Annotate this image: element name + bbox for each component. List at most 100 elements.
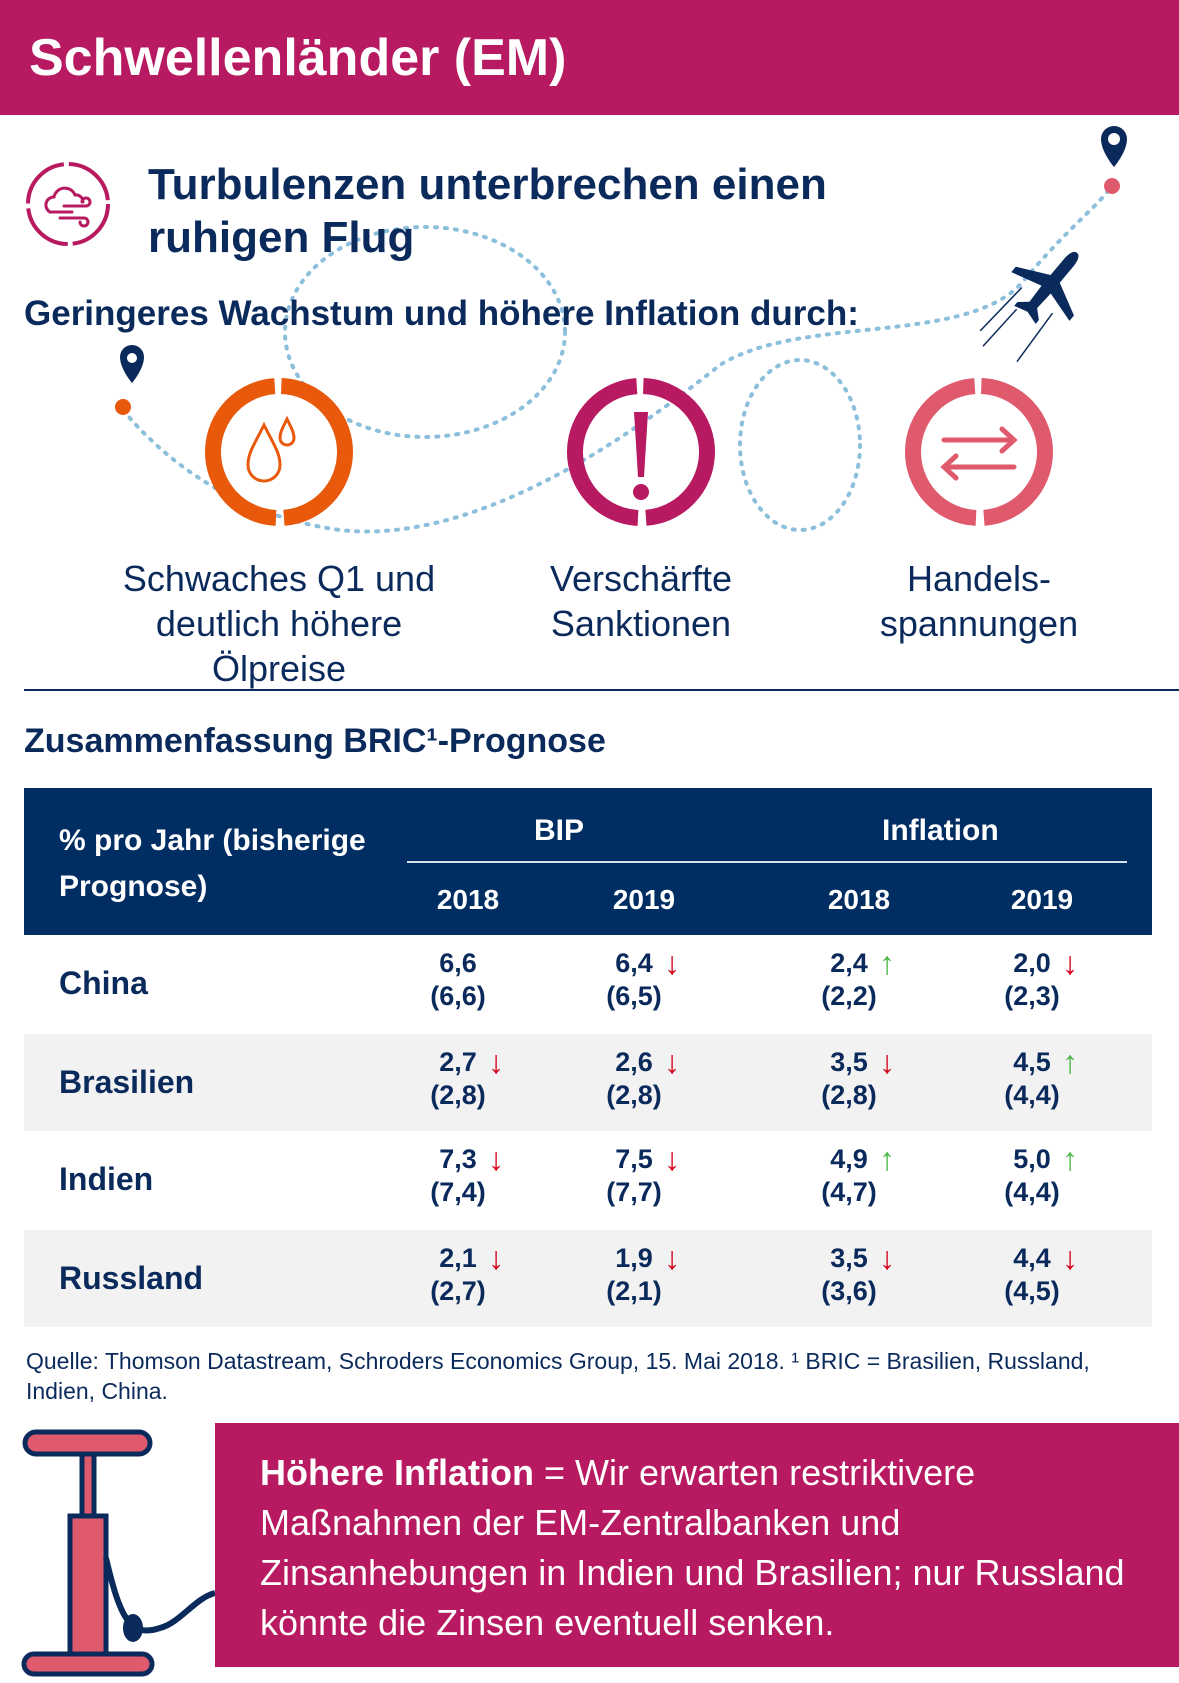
forecast-cell: 7,5 (7,7) — [584, 1143, 684, 1209]
previous-forecast: (6,6) — [430, 981, 486, 1011]
exchange-arrows-icon — [905, 378, 1053, 526]
callout-bold: Höhere Inflation — [260, 1452, 535, 1493]
forecast-cell: 2,0 (2,3) — [982, 947, 1082, 1013]
year-bip-2019: 2019 — [612, 884, 676, 915]
forecast-cell: 2,1 (2,7) — [408, 1242, 508, 1308]
forecast-value: 5,0 — [1013, 1144, 1051, 1174]
forecast-cell: 6,6 (6,6) — [408, 947, 508, 1013]
trend-down-arrow-icon: ↓ — [879, 1240, 895, 1276]
exclamation-icon — [567, 378, 715, 526]
forecast-value: 3,5 — [830, 1047, 868, 1077]
previous-forecast: (2,8) — [606, 1080, 662, 1110]
group-header-inflation: Inflation — [882, 814, 999, 847]
forecast-cell: 2,6 (2,8) — [584, 1046, 684, 1112]
headline: Turbulenzen unterbrechen einen ruhigen F… — [148, 160, 827, 262]
previous-forecast: (2,1) — [606, 1276, 662, 1306]
previous-forecast: (7,4) — [430, 1177, 486, 1207]
forecast-cell: 4,5 (4,4) — [982, 1046, 1082, 1112]
country-name: Indien — [59, 1161, 154, 1197]
air-pump-icon — [21, 1429, 216, 1677]
corner-label: % pro Jahr (bisherige Prognose) — [59, 824, 366, 903]
table-header: % pro Jahr (bisherige Prognose) BIP Infl… — [24, 788, 1152, 935]
previous-forecast: (2,8) — [430, 1080, 486, 1110]
trend-down-arrow-icon: ↓ — [664, 1141, 680, 1177]
forecast-cell: 6,4 (6,5) — [584, 947, 684, 1013]
forecast-value: 4,5 — [1013, 1047, 1051, 1077]
forecast-value: 4,4 — [1013, 1243, 1051, 1273]
trend-up-arrow-icon: ↑ — [879, 1141, 895, 1177]
forecast-cell: 2,4 (2,2) — [799, 947, 899, 1013]
forecast-value: 7,3 — [439, 1144, 477, 1174]
callout-box — [215, 1423, 1179, 1667]
forecast-cell: 2,7 (2,8) — [408, 1046, 508, 1112]
subheadline: Geringeres Wachstum und höhere Inflation… — [24, 294, 859, 333]
table-row-brasilien: Brasilien 2,7 (2,8) ↓ 2,6 (2,8) ↓ 3,5 (2,8) ↓ 4,5(… — [24, 1034, 1152, 1131]
trend-down-arrow-icon: ↓ — [488, 1240, 504, 1276]
year-inflation-2018: 2018 — [827, 884, 891, 915]
factor-label-trade: Handels-spannungen — [879, 558, 1079, 644]
year-inflation-2019: 2019 — [1010, 884, 1074, 915]
year-bip-2018: 2018 — [436, 884, 500, 915]
forecast-cell: 1,9 (2,1) — [584, 1242, 684, 1308]
trend-down-arrow-icon: ↓ — [664, 945, 680, 981]
forecast-cell: 4,4 (4,5) — [982, 1242, 1082, 1308]
previous-forecast: (3,6) — [821, 1276, 877, 1306]
forecast-value: 7,5 — [615, 1144, 653, 1174]
table-row-indien: Indien 7,3 (7,4) ↓ 7,5 (7,7) ↓ 4,9 (4,7) ↑ 5,0 (4,4… — [24, 1131, 1152, 1228]
forecast-value: 6,6 — [439, 948, 477, 978]
table-row-russland: Russland 2,1 (2,7) ↓ 1,9 (2,1) ↓ 3,5 (3,6) ↓ 4,4 (4… — [24, 1230, 1152, 1327]
previous-forecast: (6,5) — [606, 981, 662, 1011]
forecast-cell: 3,5 (3,6) — [799, 1242, 899, 1308]
table-row-china: China 6,6 (6,6) 6,4 (6,5) ↓ 2,4 (2,2) ↑ 2,0 (2,3) ↓ — [24, 935, 1152, 1032]
forecast-value: 2,7 — [439, 1047, 477, 1077]
previous-forecast: (4,7) — [821, 1177, 877, 1207]
callout-body: = Wir erwarten restriktivere Maßnahmen d… — [260, 1452, 1125, 1643]
forecast-value: 2,1 — [439, 1243, 477, 1273]
table-title: Zusammenfassung BRIC¹-Prognose — [24, 722, 606, 760]
previous-forecast: (4,5) — [1004, 1276, 1060, 1306]
country-name: China — [59, 965, 148, 1001]
previous-forecast: (7,7) — [606, 1177, 662, 1207]
trend-down-arrow-icon: ↓ — [488, 1141, 504, 1177]
trend-down-arrow-icon: ↓ — [664, 1044, 680, 1080]
group-header-bip: BIP — [534, 814, 585, 847]
group-underline — [407, 861, 1127, 863]
previous-forecast: (2,7) — [430, 1276, 486, 1306]
trend-down-arrow-icon: ↓ — [1062, 1240, 1078, 1276]
factor-label-sanctions: Verschärfte Sanktionen — [549, 558, 733, 644]
destination-pin-icon — [1101, 126, 1127, 194]
forecast-value: 1,9 — [615, 1243, 653, 1273]
divider — [24, 689, 1179, 691]
trend-down-arrow-icon: ↓ — [488, 1044, 504, 1080]
title-bar — [0, 0, 1179, 115]
trend-up-arrow-icon: ↑ — [1062, 1044, 1078, 1080]
factor-label-oil: Schwaches Q1 und deutlich höhere Ölpreis… — [122, 558, 436, 689]
forecast-value: 6,4 — [615, 948, 653, 978]
forecast-cell: 4,9 (4,7) — [799, 1143, 899, 1209]
forecast-value: 2,4 — [830, 948, 868, 978]
trend-up-arrow-icon: ↑ — [879, 945, 895, 981]
previous-forecast: (2,2) — [821, 981, 877, 1011]
trend-down-arrow-icon: ↓ — [1062, 945, 1078, 981]
location-pin-icon — [115, 345, 144, 415]
trend-down-arrow-icon: ↓ — [664, 1240, 680, 1276]
country-name: Brasilien — [59, 1064, 195, 1100]
forecast-value: 3,5 — [830, 1243, 868, 1273]
turbulence-cloud-icon — [26, 162, 110, 246]
forecast-value: 2,0 — [1013, 948, 1051, 978]
source-note: Quelle: Thomson Datastream, Schroders Ec… — [26, 1348, 1090, 1404]
page-title: Schwellenländer (EM) — [29, 29, 567, 87]
forecast-cell: 7,3 (7,4) — [408, 1143, 508, 1209]
previous-forecast: (2,8) — [821, 1080, 877, 1110]
trend-up-arrow-icon: ↑ — [1062, 1141, 1078, 1177]
forecast-value: 2,6 — [615, 1047, 653, 1077]
previous-forecast: (4,4) — [1004, 1080, 1060, 1110]
trend-down-arrow-icon: ↓ — [879, 1044, 895, 1080]
forecast-value: 4,9 — [830, 1144, 868, 1174]
oil-drops-icon — [205, 378, 353, 526]
airplane-icon — [979, 251, 1079, 363]
forecast-cell: 3,5 (2,8) — [799, 1046, 899, 1112]
forecast-cell: 5,0 (4,4) — [982, 1143, 1082, 1209]
previous-forecast: (4,4) — [1004, 1177, 1060, 1207]
country-name: Russland — [59, 1260, 204, 1296]
